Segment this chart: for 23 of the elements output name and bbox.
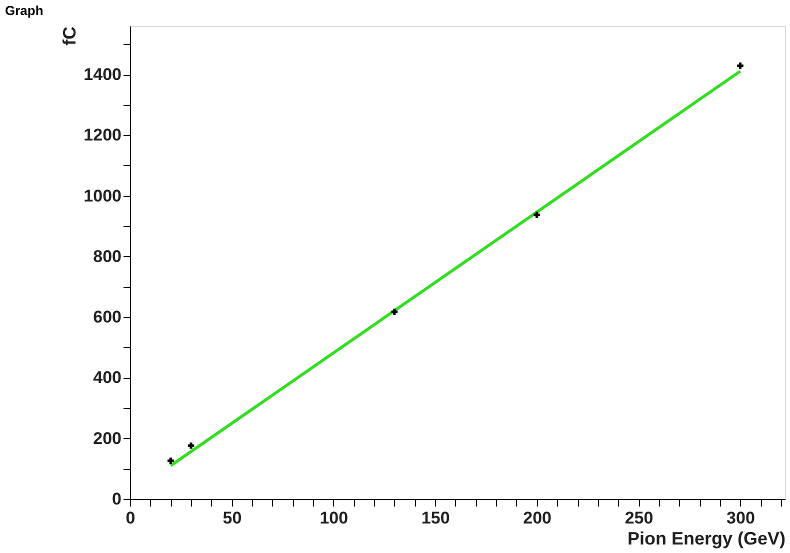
y-tick-label: 1000 [84, 186, 122, 206]
y-axis-title: fC [60, 26, 80, 46]
point [391, 308, 398, 316]
y-tick-label: 1400 [84, 65, 122, 84]
point [737, 62, 744, 69]
text: Graph [5, 3, 44, 18]
x-tick-label: 0 [126, 508, 136, 528]
x-tick-label: 200 [523, 508, 552, 528]
point [168, 458, 174, 464]
y-tick-label: 600 [93, 308, 122, 327]
point [534, 212, 540, 218]
x-tick-label: 300 [726, 508, 755, 528]
x-tick-label: 150 [421, 508, 450, 528]
point [188, 442, 194, 449]
y-tick-label: 200 [93, 428, 122, 448]
y-tick-label: 1200 [84, 126, 122, 145]
y-tick-label: 800 [93, 246, 122, 266]
x-tick-label: 100 [320, 508, 348, 528]
x-axis-title: Pion Energy (GeV) [627, 528, 786, 548]
y-tick-label: 0 [112, 490, 122, 508]
x-tick-label: 50 [222, 508, 242, 528]
x-tick-label: 250 [624, 508, 654, 528]
y-tick-label: 400 [93, 368, 122, 388]
